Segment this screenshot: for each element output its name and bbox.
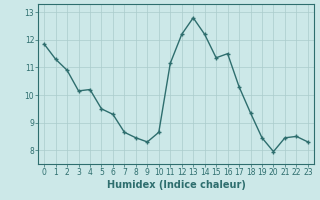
X-axis label: Humidex (Indice chaleur): Humidex (Indice chaleur) — [107, 180, 245, 190]
